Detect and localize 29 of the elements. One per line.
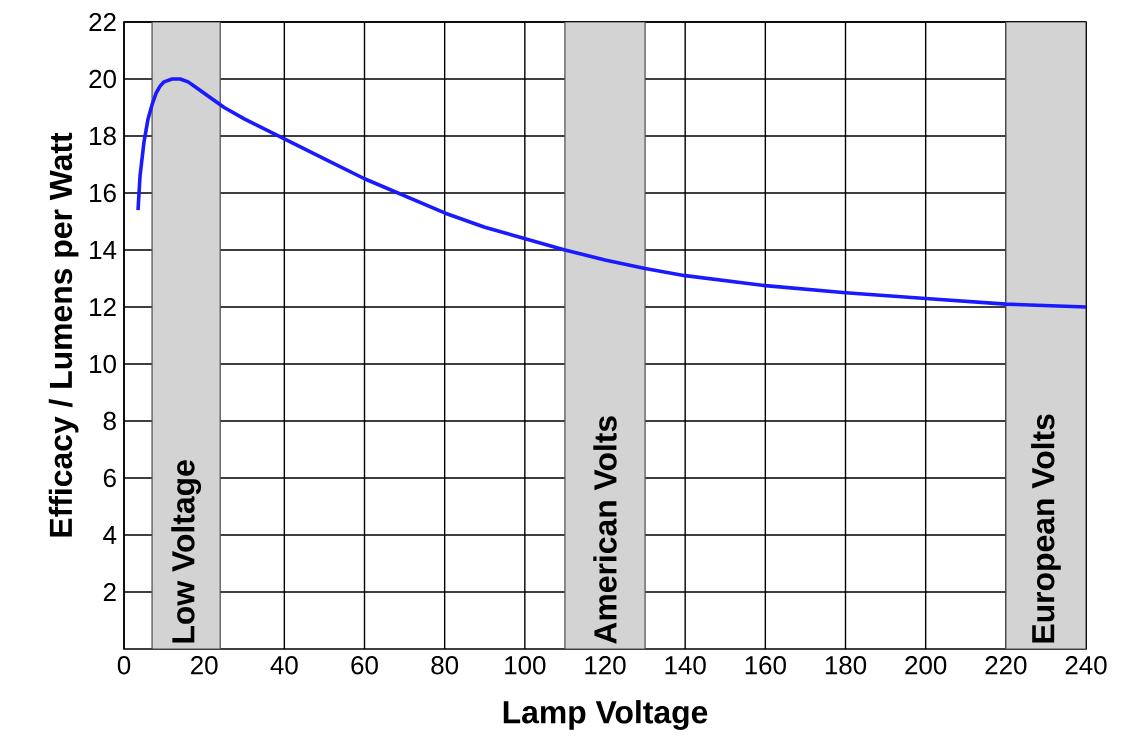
x-tick-label: 0	[117, 656, 131, 675]
band-label: American Volts	[593, 416, 617, 644]
x-tick-label: 40	[270, 656, 298, 675]
y-tick-label: 6	[103, 468, 116, 488]
y-tick-label: 22	[89, 12, 116, 32]
x-axis-title: Lamp Voltage	[503, 700, 708, 730]
y-tick-label: 14	[90, 241, 117, 259]
y-tick-label: 20	[89, 69, 116, 89]
y-tick-label: 2	[103, 582, 116, 602]
band-label: European Volts	[1031, 414, 1061, 643]
y-tick-label: 8	[103, 411, 116, 431]
y-tick-label: 10	[90, 354, 116, 374]
x-tick-label: 160	[745, 656, 786, 675]
y-tick-label: 16	[90, 183, 116, 203]
x-tick-label: 100	[505, 656, 546, 675]
x-tick-label: 240	[1065, 656, 1107, 675]
x-tick-label: 120	[585, 656, 626, 675]
x-tick-label: 60	[351, 656, 378, 675]
x-tick-label: 20	[191, 656, 218, 675]
y-tick-label: 12	[90, 297, 116, 317]
band-label: Low Voltage	[171, 460, 202, 643]
x-tick-label: 140	[665, 656, 706, 675]
x-tick-label: 80	[431, 656, 459, 675]
y-axis-title: Efficacy / Lumens per Watt	[48, 132, 79, 537]
y-tick-label: 4	[103, 526, 117, 544]
y-tick-label: 18	[90, 126, 116, 146]
x-tick-label: 180	[825, 656, 867, 675]
x-tick-label: 220	[985, 656, 1027, 675]
x-tick-label: 200	[905, 656, 947, 675]
